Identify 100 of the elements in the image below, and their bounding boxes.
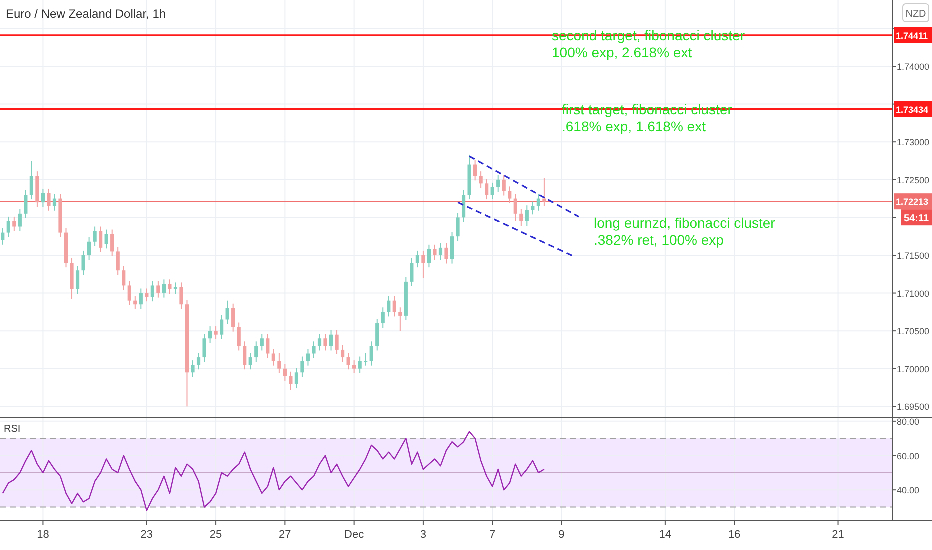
- ref-line-label: 1.74411: [896, 30, 928, 41]
- candlestick: [520, 208, 524, 227]
- candlestick: [496, 174, 500, 192]
- candlestick: [52, 194, 57, 212]
- text: 54:11: [904, 214, 930, 225]
- x-tick-label: 7: [490, 529, 496, 541]
- x-tick-label: 25: [210, 529, 222, 541]
- y-tick-label: 1.70000: [897, 364, 930, 374]
- candlestick: [278, 352, 282, 374]
- candlestick: [24, 190, 28, 219]
- candlestick: [243, 341, 247, 370]
- candlestick: [12, 216, 16, 232]
- candlestick: [116, 246, 120, 276]
- candlestick: [162, 279, 166, 298]
- y-tick-label: 60.00: [897, 451, 920, 462]
- candlestick: [18, 208, 22, 232]
- candlestick: [444, 242, 448, 264]
- candlestick: [272, 348, 276, 366]
- candlestick: [30, 160, 34, 200]
- candlestick: [47, 188, 51, 212]
- candlestick: [134, 296, 138, 310]
- candlestick: [191, 360, 195, 378]
- candlestick: [232, 303, 236, 332]
- candlestick: [536, 194, 540, 212]
- candlestick: [122, 266, 126, 291]
- candlestick: [196, 352, 201, 370]
- candlestick: [508, 186, 512, 204]
- candlestick: [346, 352, 350, 370]
- x-tick-label: 3: [420, 529, 427, 541]
- y-tick-label: 1.73000: [897, 138, 930, 148]
- candlestick: [410, 258, 414, 287]
- candlestick: [6, 216, 10, 238]
- candlestick: [145, 288, 149, 302]
- candlestick: [82, 250, 86, 276]
- x-tick-label: 23: [140, 529, 154, 541]
- candlestick: [294, 368, 299, 390]
- candlestick: [150, 280, 154, 302]
- ref-line-label: 1.72213: [896, 197, 929, 208]
- candlestick: [450, 232, 454, 264]
- candlestick: [110, 229, 114, 257]
- candlestick: [456, 212, 460, 242]
- y-tick-label: 1.69500: [897, 402, 930, 412]
- candlestick: [416, 250, 420, 268]
- candlestick: [174, 282, 178, 295]
- candlestick: [370, 341, 374, 366]
- candlestick: [237, 322, 241, 352]
- candlestick: [266, 334, 270, 359]
- candlestick: [128, 280, 132, 306]
- candlestick: [254, 341, 258, 363]
- candlestick: [283, 364, 287, 382]
- candlestick: [1, 228, 5, 246]
- candlestick: [531, 201, 535, 216]
- candlestick: [214, 326, 218, 340]
- candlestick: [329, 330, 334, 352]
- y-tick-label: 1.71500: [897, 250, 930, 261]
- y-tick-label: 1.74000: [897, 62, 930, 72]
- candlestick: [300, 356, 304, 378]
- candlestick: [168, 279, 172, 295]
- candlestick: [392, 296, 396, 318]
- candlestick: [352, 360, 356, 374]
- candlestick: [180, 282, 184, 310]
- candlestick: [220, 314, 224, 340]
- candlestick: [99, 226, 103, 253]
- candlestick: [398, 307, 402, 332]
- candlestick: [358, 356, 362, 374]
- candlestick: [433, 244, 437, 261]
- candlestick: [139, 288, 143, 310]
- candlestick: [312, 341, 316, 359]
- text: RSI: [4, 424, 21, 435]
- candlestick: [427, 244, 432, 268]
- candlestick: [41, 188, 46, 208]
- candlestick: [514, 194, 518, 222]
- candlestick: [438, 242, 443, 261]
- x-tick-label: 16: [728, 529, 741, 541]
- candlestick: [340, 344, 345, 363]
- candlestick: [376, 318, 380, 352]
- candlestick: [479, 171, 483, 189]
- candlestick: [485, 178, 489, 200]
- candlestick: [306, 348, 310, 366]
- candlestick: [324, 334, 328, 352]
- x-tick-label: 21: [832, 529, 844, 541]
- x-tick-label: 27: [279, 529, 292, 541]
- candlestick: [104, 229, 108, 250]
- candlestick: [525, 205, 529, 227]
- candlestick: [93, 226, 97, 247]
- y-axis-title: NZD: [906, 9, 926, 20]
- candlestick: [208, 326, 212, 344]
- candlestick: [289, 371, 293, 391]
- candlestick: [335, 330, 339, 356]
- candlestick: [226, 300, 230, 325]
- candlestick: [76, 266, 80, 295]
- x-tick-label: 9: [558, 529, 565, 541]
- candlestick: [474, 160, 478, 182]
- candlestick: [260, 334, 264, 352]
- candlestick: [156, 280, 160, 298]
- x-tick-label: 14: [659, 529, 672, 541]
- candlestick: [202, 334, 206, 363]
- y-tick-label: 1.72500: [897, 175, 930, 186]
- y-tick-label: 80.00: [897, 416, 920, 427]
- candlestick: [318, 334, 322, 352]
